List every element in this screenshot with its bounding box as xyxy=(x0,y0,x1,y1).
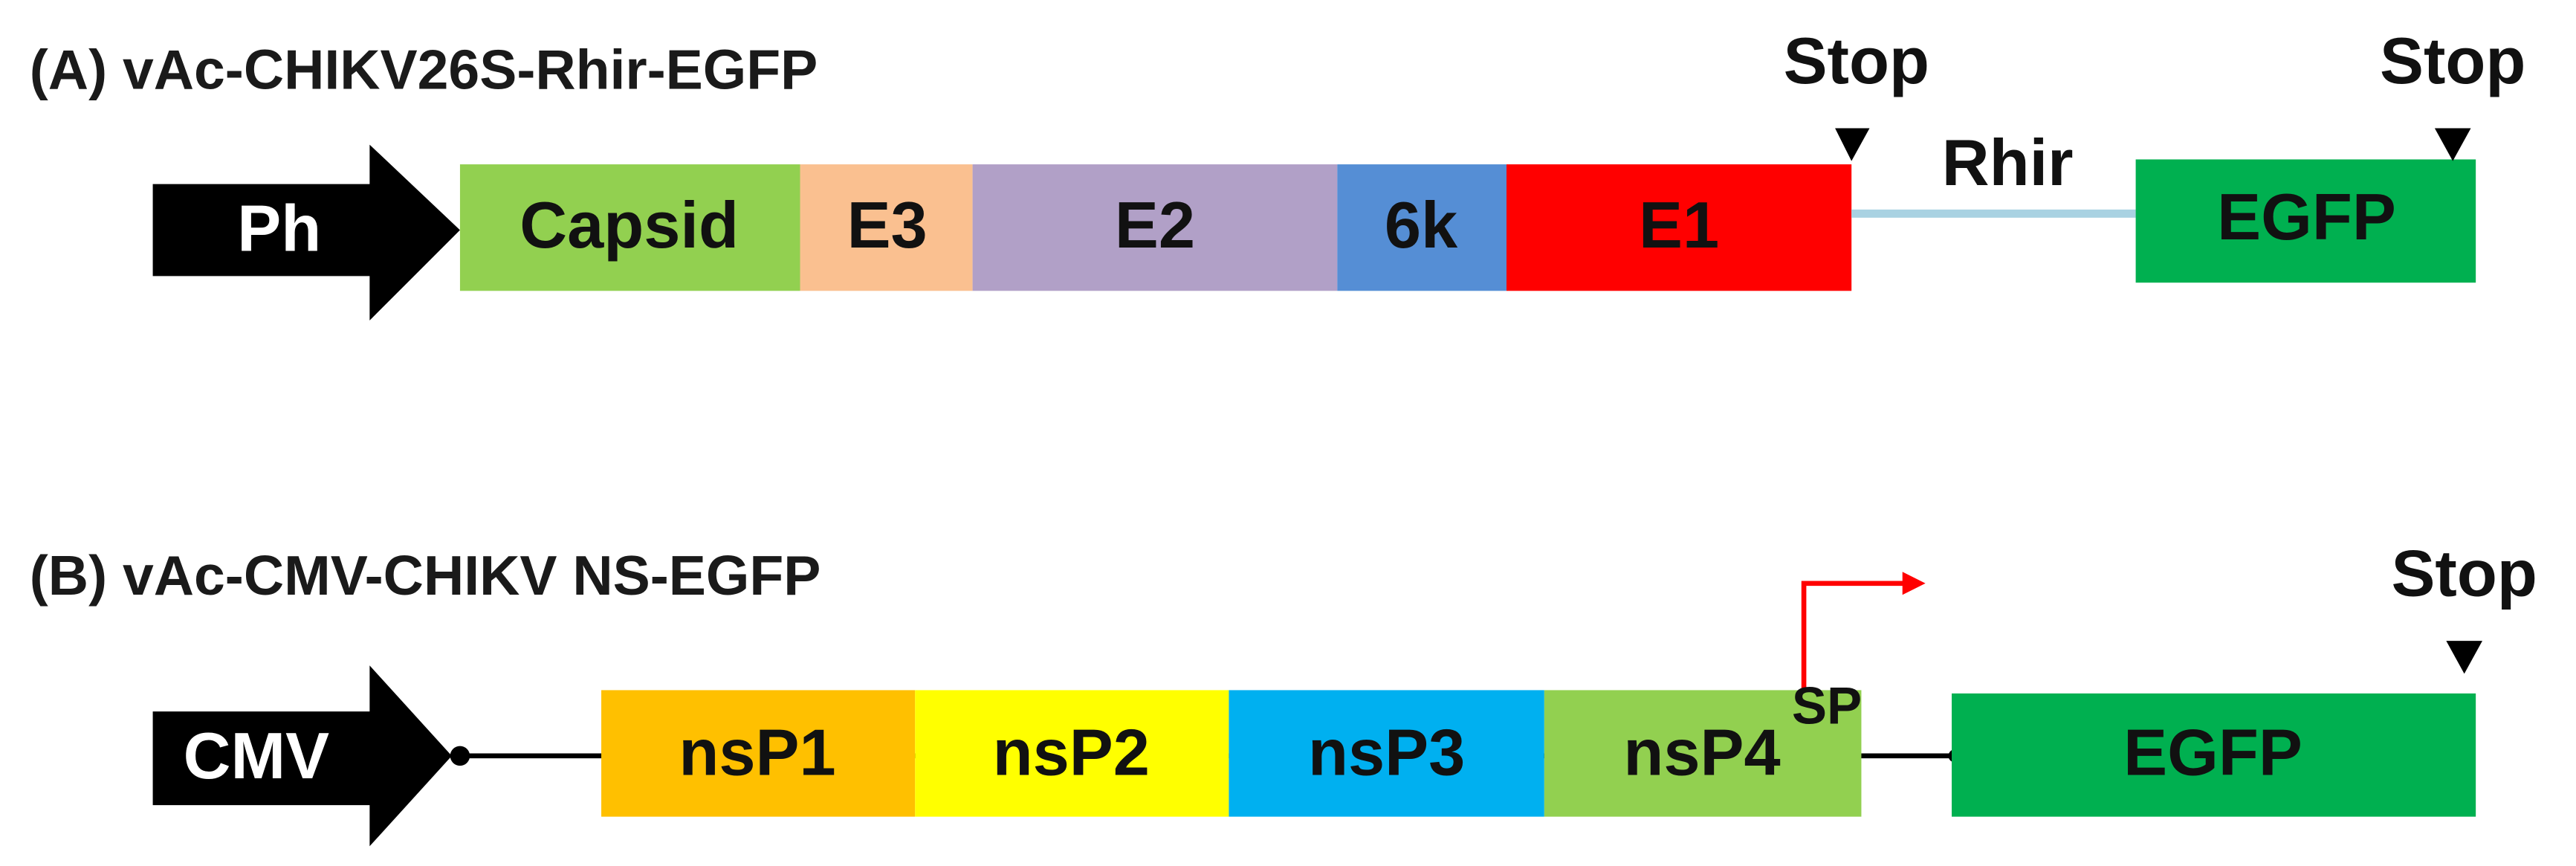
panel-title: (B) vAc-CMV-CHIKV NS-EGFP xyxy=(30,544,821,607)
promoter-arrow xyxy=(152,144,460,321)
gene-label: 6k xyxy=(1385,188,1458,262)
gene-box xyxy=(1337,164,1507,291)
gene-box xyxy=(915,690,1229,817)
promoter-arrow-red xyxy=(1801,581,1906,691)
reporter-label: EGFP xyxy=(2123,715,2302,789)
junction-dot xyxy=(450,746,470,766)
gene-box xyxy=(1506,164,1852,291)
gene-label: E3 xyxy=(847,188,928,262)
sp-label: SP xyxy=(1792,676,1862,735)
gene-box xyxy=(601,690,916,817)
gene-box xyxy=(800,164,973,291)
arrow-head xyxy=(1902,572,1926,595)
gene-box xyxy=(1229,690,1544,817)
stop-label: Stop xyxy=(2391,536,2537,610)
reporter-box xyxy=(1952,693,2476,817)
reporter-label: EGFP xyxy=(2217,180,2396,253)
gene-label: nsP4 xyxy=(1623,715,1780,789)
linker-label: Rhir xyxy=(1942,126,2074,199)
reporter-box xyxy=(2135,159,2476,283)
gene-label: nsP2 xyxy=(993,715,1150,789)
gene-label: E1 xyxy=(1639,188,1719,262)
stop-marker xyxy=(1835,128,1870,161)
gene-box xyxy=(459,164,800,291)
stop-marker xyxy=(2434,128,2471,161)
stop-label: Stop xyxy=(1784,24,1929,97)
promoter-arrow xyxy=(152,665,452,847)
promoter-label: CMV xyxy=(184,719,329,792)
stop-marker xyxy=(2446,641,2483,674)
gene-box xyxy=(1544,690,1862,817)
gene-box xyxy=(972,164,1338,291)
stop-label: Stop xyxy=(2380,24,2525,97)
gene-label: nsP3 xyxy=(1308,715,1465,789)
panel-title: (A) vAc-CHIKV26S-Rhir-EGFP xyxy=(30,38,818,100)
promoter-label: Ph xyxy=(237,191,321,265)
gene-label: nsP1 xyxy=(679,715,835,789)
gene-label: E2 xyxy=(1115,188,1195,262)
gene-label: Capsid xyxy=(520,188,739,262)
